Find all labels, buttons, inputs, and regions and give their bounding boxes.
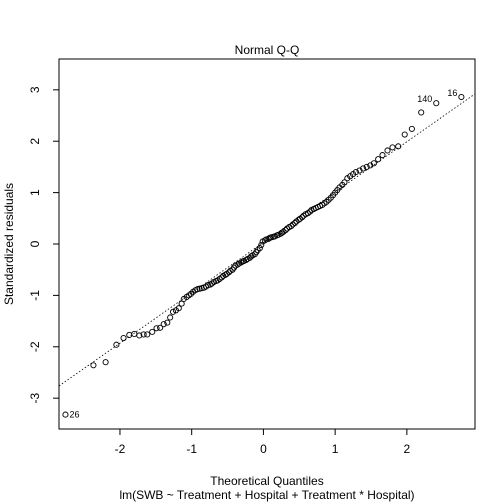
data-point bbox=[153, 325, 160, 332]
point-label: 140 bbox=[417, 94, 432, 104]
chart-subtitle: lm(SWB ~ Treatment + Hospital + Treatmen… bbox=[119, 488, 414, 502]
x-tick-label: -1 bbox=[186, 442, 197, 456]
y-tick-label: -1 bbox=[28, 290, 42, 301]
data-point bbox=[157, 324, 164, 331]
y-tick-label: -3 bbox=[28, 393, 42, 404]
data-point bbox=[395, 143, 402, 150]
data-point bbox=[265, 235, 272, 242]
data-point bbox=[149, 328, 156, 335]
data-point bbox=[299, 214, 306, 221]
data-point bbox=[433, 100, 440, 107]
data-point bbox=[384, 147, 391, 154]
data-point bbox=[389, 144, 396, 151]
data-point bbox=[140, 331, 147, 338]
data-point bbox=[360, 165, 367, 172]
x-tick-label: 1 bbox=[332, 442, 339, 456]
data-point bbox=[120, 334, 127, 342]
data-point bbox=[418, 109, 425, 116]
data-point bbox=[288, 222, 295, 230]
x-tick-label: 0 bbox=[260, 442, 267, 456]
chart-title: Normal Q-Q bbox=[235, 43, 300, 57]
y-axis-label: Standardized residuals bbox=[2, 183, 16, 305]
x-axis-label: Theoretical Quantiles bbox=[210, 474, 323, 488]
data-point bbox=[136, 332, 143, 339]
point-label: 16 bbox=[447, 88, 457, 98]
plot-frame bbox=[58, 58, 476, 430]
data-point bbox=[175, 305, 182, 312]
point-label: 26 bbox=[69, 410, 79, 420]
data-point bbox=[363, 163, 370, 170]
data-point bbox=[256, 245, 263, 252]
data-point bbox=[341, 179, 348, 186]
x-tick-label: -2 bbox=[115, 442, 126, 456]
data-point bbox=[62, 411, 69, 418]
y-tick-label: 2 bbox=[28, 138, 42, 145]
data-point bbox=[169, 308, 177, 315]
data-point bbox=[160, 321, 167, 328]
data-point bbox=[379, 152, 386, 159]
data-point bbox=[164, 319, 171, 326]
data-point bbox=[113, 341, 120, 348]
data-point bbox=[408, 125, 415, 132]
data-point bbox=[102, 359, 109, 366]
axes-layer: -2 -1 0 1 2 -3 -2 -1 0 1 2 3 bbox=[28, 86, 411, 456]
data-point bbox=[131, 330, 138, 337]
data-point bbox=[261, 237, 268, 244]
data-point bbox=[238, 259, 245, 266]
data-point bbox=[370, 160, 377, 167]
y-tick-label: 1 bbox=[28, 189, 42, 196]
data-point bbox=[167, 314, 174, 321]
data-point bbox=[90, 362, 97, 369]
data-point bbox=[401, 131, 408, 138]
data-point bbox=[352, 169, 359, 176]
x-tick-label: 2 bbox=[404, 442, 411, 456]
data-point bbox=[375, 156, 382, 163]
data-point bbox=[144, 331, 151, 338]
y-tick-label: 0 bbox=[28, 240, 42, 247]
points-layer: 26 140 16 bbox=[62, 88, 465, 420]
data-point bbox=[458, 93, 465, 101]
y-tick-label: -2 bbox=[28, 341, 42, 352]
y-tick-label: 3 bbox=[28, 86, 42, 93]
data-point bbox=[291, 219, 299, 226]
data-point bbox=[258, 241, 265, 249]
data-point bbox=[282, 227, 289, 234]
